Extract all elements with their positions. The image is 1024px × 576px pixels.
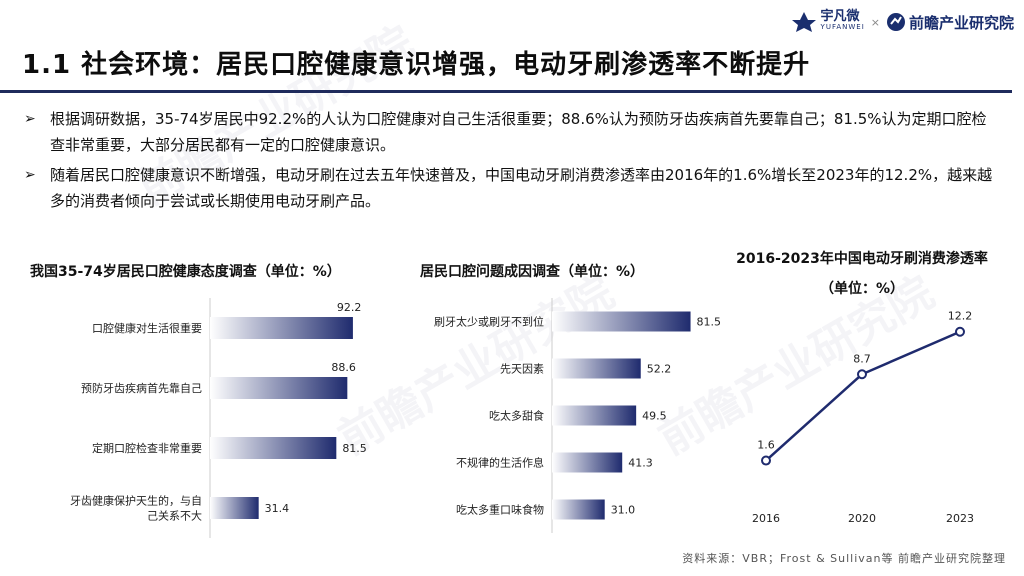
bar	[210, 317, 353, 339]
title-divider	[0, 90, 1012, 93]
series-line	[765, 330, 961, 462]
qianzhan-mark-icon	[886, 13, 905, 31]
bullet-item: ➢ 根据调研数据，35-74岁居民中92.2%的人认为口腔健康对自己生活很重要；…	[24, 106, 994, 158]
category-label: 吃太多甜食	[489, 409, 544, 423]
category-label: 吃太多重口味食物	[456, 503, 544, 517]
bullet-text: 随着居民口腔健康意识不断增强，电动牙刷在过去五年快速普及，中国电动牙刷消费渗透率…	[50, 166, 993, 210]
data-label: 1.6	[757, 439, 775, 452]
bar	[210, 497, 259, 519]
yufanwei-mark-icon	[791, 12, 816, 32]
bullet-arrow-icon: ➢	[24, 167, 36, 183]
data-label: 41.3	[628, 457, 653, 470]
category-label: 己关系不大	[147, 509, 202, 523]
bullet-list: ➢ 根据调研数据，35-74岁居民中92.2%的人认为口腔健康对自己生活很重要；…	[24, 106, 994, 218]
data-label: 31.4	[265, 502, 290, 515]
bar	[552, 358, 641, 379]
chart3-title: 2016-2023年中国电动牙刷消费渗透率（单位：%）	[736, 251, 988, 297]
data-label: 92.2	[337, 301, 362, 314]
bar	[552, 405, 637, 426]
page-title: 1.1 社会环境：居民口腔健康意识增强，电动牙刷渗透率不断提升	[22, 50, 811, 80]
yufanwei-logo: 宇凡微 YUFANWEI	[791, 9, 865, 33]
data-label: 88.6	[331, 361, 356, 374]
logo-separator: ×	[870, 15, 880, 29]
bar	[552, 452, 623, 473]
data-label: 31.0	[611, 504, 636, 517]
data-label: 8.7	[853, 352, 871, 365]
bar	[210, 377, 348, 399]
chart-attitude-survey: 口腔健康对生活很重要 92.2 预防牙齿疾病首先靠自己 88.6 定期口腔检查非常重要 8…	[70, 298, 367, 538]
qianzhan-name: 前瞻产业研究院	[908, 13, 1014, 32]
x-tick-label: 2023	[946, 512, 974, 525]
bullet-text: 根据调研数据，35-74岁居民中92.2%的人认为口腔健康对自己生活很重要；88…	[50, 110, 987, 154]
data-label: 81.5	[697, 316, 722, 329]
category-label: 牙齿健康保护天生的，与自	[70, 494, 202, 508]
yufanwei-name: 宇凡微	[820, 9, 860, 24]
x-tick-label: 2020	[848, 512, 876, 525]
qianzhan-logo: 前瞻产业研究院	[886, 12, 1014, 33]
category-label: 先天因素	[500, 363, 544, 376]
category-label: 预防牙齿疾病首先靠自己	[81, 381, 202, 395]
x-tick-label: 2016	[752, 512, 780, 525]
data-point	[857, 369, 867, 380]
chart-oral-problem-causes: 刷牙太少或刷牙不到位 81.5 先天因素 52.2 吃太多甜食 49.5 不规律的生活作息 4…	[434, 298, 722, 533]
category-label: 刷牙太少或刷牙不到位	[434, 315, 544, 329]
yufanwei-name-en: YUFANWEI	[820, 23, 865, 31]
data-point	[955, 326, 965, 337]
data-point	[761, 455, 771, 466]
data-label: 12.2	[948, 310, 973, 323]
bullet-arrow-icon: ➢	[24, 111, 36, 127]
data-label: 81.5	[342, 442, 367, 455]
chart1-title: 我国35-74岁居民口腔健康态度调查（单位：%）	[30, 264, 341, 280]
bar	[210, 437, 337, 459]
header-logos: 宇凡微 YUFANWEI × 前瞻产业研究院	[791, 8, 1014, 36]
category-label: 不规律的生活作息	[456, 456, 544, 470]
data-label: 52.2	[647, 363, 672, 376]
bar	[552, 311, 691, 332]
bullet-item: ➢ 随着居民口腔健康意识不断增强，电动牙刷在过去五年快速普及，中国电动牙刷消费渗…	[24, 162, 994, 214]
source-note: 资料来源：VBR；Frost & Sullivan等 前瞻产业研究院整理	[682, 552, 1006, 565]
category-label: 定期口腔检查非常重要	[92, 441, 202, 455]
category-label: 口腔健康对生活很重要	[92, 321, 202, 335]
chart2-title: 居民口腔问题成因调查（单位：%）	[420, 264, 645, 280]
bar	[552, 499, 605, 520]
chart-penetration-rate: 1.6 2016 8.7 2020 12.2 2023	[752, 310, 974, 525]
data-label: 49.5	[642, 410, 667, 423]
